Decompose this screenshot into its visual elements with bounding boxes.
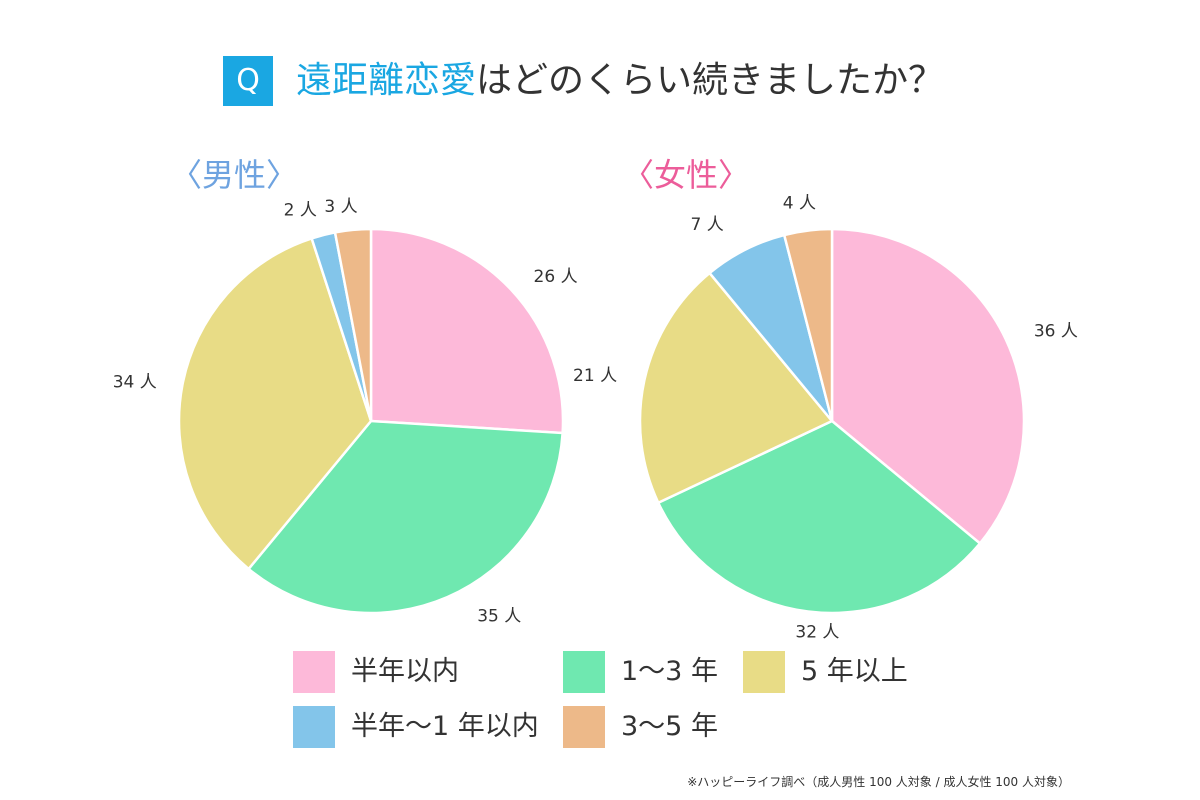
legend-label: 3〜5 年 (621, 711, 718, 742)
legend-label: 1〜3 年 (621, 656, 718, 687)
pie-slice-half-year (830, 227, 1026, 546)
legend-label: 半年〜1 年以内 (351, 711, 539, 742)
data-label-5-plus-years: 3 人 (324, 197, 357, 217)
data-label-3-5-years: 2 人 (284, 201, 317, 221)
legend-swatch (563, 706, 605, 748)
legend-swatch (563, 651, 605, 693)
legend-swatch (293, 706, 335, 748)
pie-slice-1-3-years (177, 236, 373, 571)
data-label-half-to-1-year: 32 人 (795, 622, 839, 642)
pie-male: 26 人 35 人 34 人 2 人 3 人 (113, 197, 578, 627)
pie-slice-half-to-1-year (246, 419, 564, 615)
footnote: ※ハッピーライフ調べ（成人男性 100 人対象 / 成人女性 100 人対象） (687, 775, 1070, 789)
data-label-3-5-years: 7 人 (691, 215, 724, 235)
pie-slice-5-plus-years (782, 227, 834, 422)
pie-slice-half-year (369, 227, 565, 435)
legend-label: 5 年以上 (801, 656, 908, 687)
data-label-1-3-years: 21 人 (573, 366, 617, 386)
pie-slice-half-to-1-year (656, 419, 982, 615)
data-label-5-plus-years: 4 人 (783, 194, 816, 214)
question-rest: はどのくらい続きましたか？ (476, 60, 945, 101)
page-title: Q 遠距離恋愛はどのくらい続きましたか？ (0, 56, 1200, 106)
question-accent: 遠距離恋愛 (296, 60, 477, 101)
pie-slice-5-plus-years (333, 227, 373, 422)
question-text: 遠距離恋愛はどのくらい続きましたか？ (296, 56, 944, 106)
data-label-half-year: 26 人 (534, 267, 578, 287)
pie-charts: 〈男性〉 〈女性〉 26 人 35 人 34 人 2 人 3 人 36 人 32 人 21 … (113, 156, 1078, 643)
data-label-half-to-1-year: 35 人 (477, 607, 521, 627)
pie-female: 36 人 32 人 21 人 7 人 4 人 (573, 194, 1078, 643)
legend-label: 半年以内 (351, 656, 459, 687)
chart-title-male: 〈男性〉 (170, 156, 298, 194)
chart-title-female: 〈女性〉 (622, 156, 750, 194)
data-label-half-year: 36 人 (1034, 322, 1078, 342)
pie-slice-1-3-years (638, 271, 834, 505)
question-badge: Q (223, 56, 273, 106)
data-label-1-3-years: 34 人 (113, 372, 157, 392)
legend-swatch (743, 651, 785, 693)
legend-swatch (293, 651, 335, 693)
